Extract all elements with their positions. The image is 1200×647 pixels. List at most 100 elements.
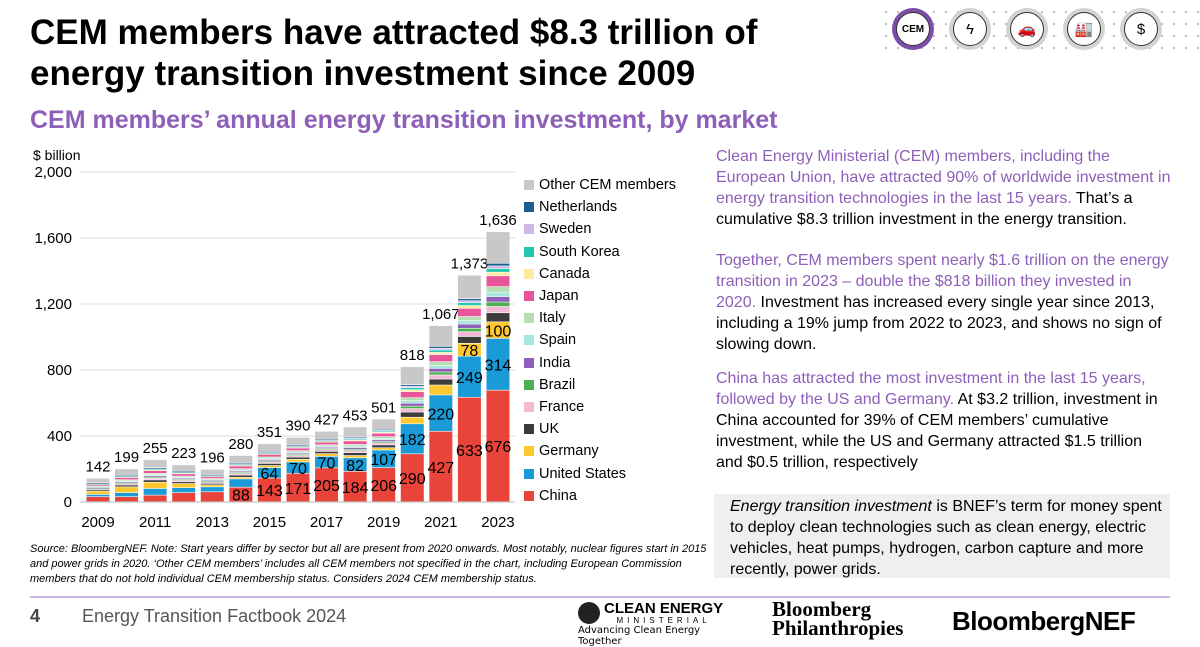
bar-segment-uk [372,445,396,448]
legend-swatch [524,268,534,279]
y-tick-label: 1,600 [34,230,72,247]
bar-segment-canada [315,441,339,443]
bar-segment-south-korea [457,303,481,306]
bar-segment-spain [115,481,139,482]
bar-segment-canada [457,305,481,309]
legend-item: Brazil [524,374,676,396]
x-tick-label: 2011 [139,514,171,531]
bar-segment-netherlands [429,346,453,348]
bar-segment-italy [200,478,224,480]
legend-item: Other CEM members [524,174,676,196]
bar-segment-south-korea [372,431,396,432]
bar-segment-netherlands [200,474,224,476]
bar-segment-sweden [315,440,339,441]
bar-segment-uk [429,379,453,385]
bar-segment-france [229,473,253,475]
total-label: 280 [228,436,253,453]
bar-segment-netherlands [315,439,339,440]
segment-value-label: 78 [461,343,479,360]
bar-segment-italy [457,316,481,321]
y-tick-label: 1,200 [34,296,72,313]
bar-segment-canada [286,447,310,449]
total-label: 1,067 [422,306,460,323]
bar-segment-south-korea [115,476,139,478]
bar-segment-uk [343,452,367,456]
bar-segment-canada [372,432,396,433]
bar-segment-japan [400,391,424,398]
segment-value-label: 88 [232,488,250,505]
bar-segment-france [486,306,510,313]
bar-segment-uk [172,482,196,484]
paragraph-1: Clean Energy Ministerial (CEM) members, … [716,148,1171,228]
legend-label: Japan [539,288,579,305]
segment-value-label: 82 [346,458,364,475]
bar-segment-netherlands [257,451,281,453]
bar-segment-uk [315,451,339,454]
bar-segment-canada [343,440,367,441]
legend-swatch [524,401,534,412]
y-tick-label: 800 [47,362,72,379]
bar-segment-south-korea [343,438,367,440]
bar-segment-united-states [115,492,139,497]
bar-segment-spain [400,401,424,403]
bar-segment-japan [257,454,281,457]
bar-segment-united-states [172,487,196,493]
bar-segment-france [429,375,453,379]
bar-segment-japan [457,308,481,317]
bar-segment-brazil [286,454,310,456]
bar-segment-china [200,492,224,502]
total-label: 453 [343,407,368,424]
bar-segment-other-cem-members [172,465,196,471]
bar-segment-spain [143,474,167,476]
bar-segment-brazil [257,461,281,462]
bar-segment-sweden [172,471,196,473]
bar-segment-japan [86,484,110,486]
y-tick-label: 0 [64,494,72,511]
segment-value-label: 676 [485,439,512,456]
total-label: 142 [85,459,110,476]
bar-segment-other-cem-members [115,469,139,475]
y-axis-unit: $ billion [33,147,81,163]
legend-item: India [524,352,676,374]
bar-segment-france [172,480,196,482]
legend-label: France [539,398,585,415]
bar-segment-germany [286,459,310,462]
bar-segment-other-cem-members [400,367,424,385]
bar-segment-other-cem-members [143,459,167,468]
legend-swatch [524,180,534,191]
legend-label: Canada [539,265,590,282]
bar-segment-south-korea [486,268,510,272]
bar-segment-india [229,471,253,473]
footer-title: Energy Transition Factbook 2024 [82,606,347,626]
y-tick-label: 2,000 [34,164,72,181]
bar-segment-netherlands [143,468,167,469]
bar-segment-sweden [115,476,139,477]
bar-segment-spain [429,365,453,369]
bar-segment-china [172,492,196,502]
bar-segment-brazil [457,328,481,332]
total-label: 1,636 [479,212,517,229]
bar-segment-sweden [372,430,396,431]
bar-segment-china [343,471,367,502]
bar-segment-netherlands [486,263,510,266]
bar-segment-germany [229,477,253,479]
bar-segment-india [343,447,367,449]
bar-segment-brazil [343,449,367,451]
bar-segment-japan [372,433,396,437]
bar-segment-france [372,443,396,445]
total-label: 199 [114,449,139,466]
bar-segment-japan [486,276,510,287]
bar-segment-south-korea [315,440,339,442]
bar-segment-france [286,455,310,457]
bar-segment-china [372,468,396,502]
bar-segment-canada [200,476,224,477]
bar-segment-united-states [286,462,310,474]
bar-segment-other-cem-members [429,325,453,347]
bar-segment-india [143,476,167,477]
bar-segment-brazil [229,472,253,474]
bar-segment-france [115,484,139,485]
globe-icon [578,602,600,624]
legend-swatch [524,357,534,368]
bar-segment-united-states [143,488,167,495]
